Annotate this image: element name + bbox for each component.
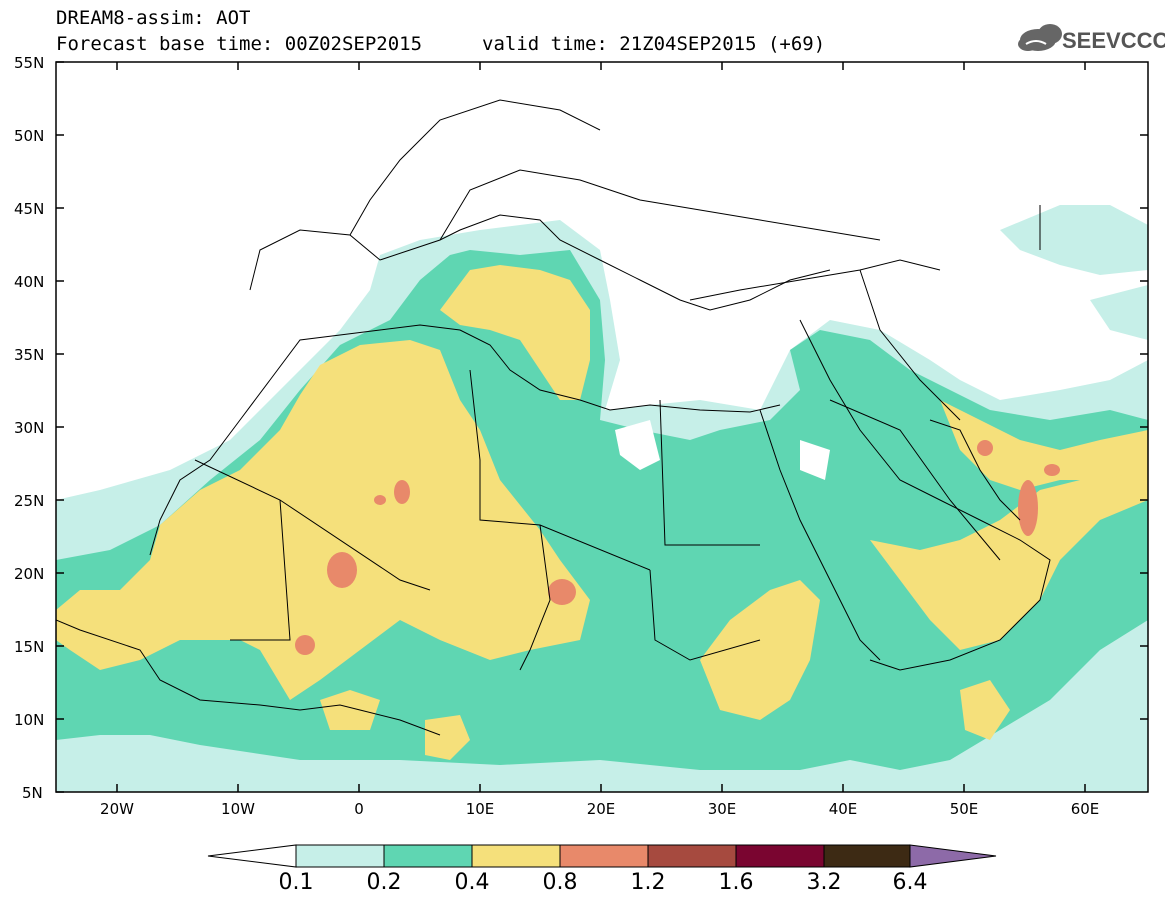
logo-text: SEEVCCC — [1062, 28, 1165, 53]
lat-label: 50N — [14, 127, 45, 145]
aot-gap-egypt — [615, 420, 660, 470]
lat-label: 30N — [14, 419, 45, 437]
coast-north-africa — [149, 324, 781, 556]
colorbar-high-arrow — [909, 844, 997, 868]
colorbar-label: 0.4 — [454, 870, 490, 895]
lat-label: 25N — [14, 492, 45, 510]
colorbar-label: 0.8 — [542, 870, 578, 895]
colorbar-segment-0.4 — [471, 844, 561, 868]
lon-label: 20W — [100, 800, 134, 818]
aot-band-0.4-westafrica — [425, 715, 470, 760]
lon-label: 30E — [707, 800, 737, 818]
lat-label: 45N — [14, 200, 45, 218]
lat-label: 10N — [14, 711, 45, 729]
border-egypt — [659, 399, 760, 546]
colorbar-segment-0.2 — [383, 844, 473, 868]
lon-label: 0 — [354, 800, 364, 818]
lon-label: 60E — [1070, 800, 1100, 818]
aot-band-0.4-arabia — [870, 460, 1148, 650]
lat-label: 35N — [14, 346, 45, 364]
aot-band-0.4-sudan — [700, 580, 820, 720]
colorbar — [207, 844, 997, 868]
cloud-icon — [1018, 24, 1062, 51]
aot-patch-0.8-mali — [327, 552, 357, 588]
aot-patch-0.8-iran — [1044, 464, 1060, 476]
aot-patch-0.8-algeria2 — [374, 495, 386, 505]
lon-label: 10W — [221, 800, 255, 818]
coast-gulf — [929, 419, 1021, 521]
aot-band-0.4-gulf — [940, 400, 1148, 490]
lon-label: 40E — [828, 800, 858, 818]
colorbar-label: 3.2 — [806, 870, 842, 895]
lat-label: 40N — [14, 273, 45, 291]
lat-label: 5N — [22, 784, 43, 802]
aot-patch-0.8-algeria — [394, 480, 410, 504]
aot-band-0.4-sahel — [320, 690, 380, 730]
aot-band-0.1-caspian — [1000, 205, 1148, 275]
lon-label: 50E — [949, 800, 979, 818]
border-europe-2 — [439, 169, 881, 241]
coast-europe — [249, 214, 831, 311]
aot-patch-0.8-kuwait — [977, 440, 993, 456]
border-chad — [519, 524, 551, 671]
lat-label: 55N — [14, 54, 45, 72]
colorbar-label: 1.6 — [718, 870, 754, 895]
colorbar-label: 6.4 — [892, 870, 928, 895]
aot-patch-0.8-niger — [295, 635, 315, 655]
border-europe-1 — [349, 99, 601, 236]
aot-gap-saudi — [800, 440, 830, 480]
coast-arabia — [799, 319, 1051, 671]
aot-patch-0.8-oman — [1018, 480, 1038, 536]
forecast-base-time: Forecast base time: 00Z02SEP2015 — [56, 33, 423, 55]
border-turkey — [689, 259, 941, 301]
aot-band-0.4-horn — [960, 680, 1010, 740]
lon-label: 10E — [465, 800, 495, 818]
title-line-1: DREAM8-assim: AOT — [56, 7, 251, 29]
border-algeria-mali — [194, 459, 431, 591]
valid-time: valid time: 21Z04SEP2015 (+69) — [482, 33, 826, 55]
colorbar-label: 0.1 — [278, 870, 314, 895]
colorbar-label: 1.2 — [630, 870, 666, 895]
colorbar-segment-0.8 — [559, 844, 649, 868]
border-sudan — [649, 569, 761, 661]
aot-band-0.1-ne — [1090, 285, 1148, 340]
border-mali — [230, 499, 291, 641]
colorbar-segment-0.1 — [295, 844, 385, 868]
coast-westafrica — [56, 619, 441, 736]
coast-redsea — [759, 409, 881, 661]
colorbar-segment-1.2 — [647, 844, 737, 868]
lat-label: 20N — [14, 565, 45, 583]
aot-band-0.4-sahara — [56, 340, 590, 700]
colorbar-label: 0.2 — [366, 870, 402, 895]
colorbar-segment-3.2 — [823, 844, 911, 868]
aot-patch-0.8-chad — [548, 579, 576, 605]
lon-label: 20E — [586, 800, 616, 818]
border-saudi — [829, 399, 1001, 561]
border-libya — [469, 369, 651, 571]
colorbar-segment-1.6 — [735, 844, 825, 868]
lat-label: 15N — [14, 638, 45, 656]
border-iraq-iran — [859, 269, 961, 421]
aot-band-0.4-tunisia — [440, 265, 590, 400]
colorbar-low-arrow — [207, 844, 297, 868]
